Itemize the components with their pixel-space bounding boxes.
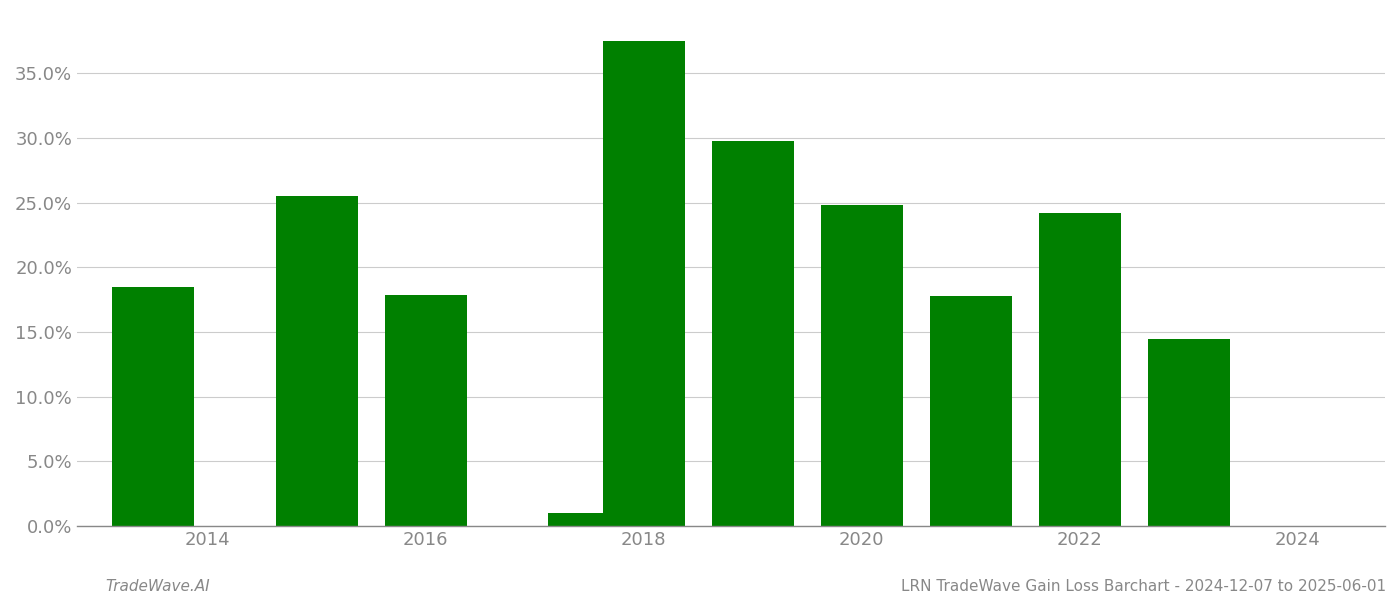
Text: LRN TradeWave Gain Loss Barchart - 2024-12-07 to 2025-06-01: LRN TradeWave Gain Loss Barchart - 2024-… [900,579,1386,594]
Text: TradeWave.AI: TradeWave.AI [105,579,210,594]
Bar [1039,213,1120,526]
Bar [713,140,794,526]
Bar [820,205,903,526]
Bar [276,196,357,526]
Bar [603,41,685,526]
Bar [1148,338,1229,526]
Bar [549,513,630,526]
Bar [930,296,1012,526]
Bar [112,287,195,526]
Bar [385,295,466,526]
